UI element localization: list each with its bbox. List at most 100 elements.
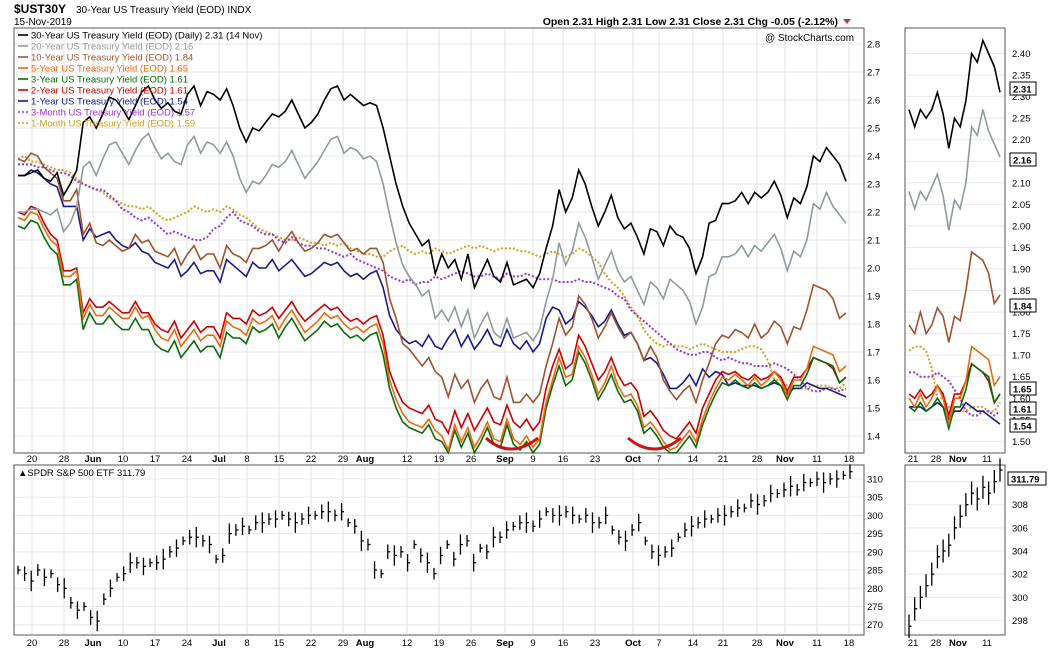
spy-price-bars: [17, 458, 1003, 638]
side-y-tick-label: 2.35: [1012, 71, 1031, 82]
x-tick-label: 14: [688, 638, 699, 649]
value-badge-label: 2.31: [1013, 85, 1032, 96]
legend-entry: 1-Year US Treasury Yield (EOD) 1.54: [31, 97, 188, 108]
value-badge-label: 1.65: [1013, 385, 1032, 396]
value-badge-label: 2.16: [1013, 156, 1032, 167]
y-tick-label: 2.7: [867, 68, 880, 79]
x-tick-label: 23: [590, 454, 601, 465]
spy-value-badge-label: 311.79: [1011, 475, 1040, 486]
x-tick-label: Jul: [212, 638, 226, 649]
x-tick-label: Oct: [625, 454, 642, 465]
side-spy-y-tick-label: 300: [1012, 593, 1028, 604]
spy-value-badge: [1007, 471, 1047, 486]
spy-y-tick-label: 305: [867, 493, 883, 504]
axis-ticks: 1.4 1.5 1.6 1.7 1.8 1.9 2.0 2.1 2.2 2.3 2.4 2.5 2.6 2…: [27, 40, 1031, 650]
side-spy-y-tick-label: 302: [1012, 570, 1028, 581]
value-badges: 2.31 2.16 1.84 1.65 1.61 1.54 311.79: [1007, 81, 1047, 486]
value-badge: [1009, 152, 1037, 167]
y-tick-label: 2.3: [867, 180, 880, 191]
x-tick-label: Jun: [85, 454, 102, 465]
value-badge-label: 1.84: [1013, 302, 1032, 313]
yield-series-line: [17, 211, 847, 453]
spy-y-tick-label: 270: [867, 620, 883, 631]
x-tick-label: 22: [306, 638, 317, 649]
x-tick-label: 26: [466, 638, 477, 649]
chart-date: 15-Nov-2019: [14, 17, 72, 28]
x-tick-label: 11: [812, 638, 822, 649]
ohlc-readout: Open 2.31 High 2.31 Low 2.31 Close 2.31 …: [543, 16, 838, 28]
y-tick-label: 2.0: [867, 264, 880, 275]
side-y-tick-label: 2.00: [1012, 221, 1031, 232]
legend-entry: 5-Year US Treasury Yield (EOD) 1.65: [31, 64, 188, 75]
side-yield-series-line: [908, 345, 1001, 413]
side-yield-series-line: [908, 38, 1001, 149]
value-badge: [1009, 298, 1037, 313]
x-tick-label: 28: [59, 638, 70, 649]
watermark: @ StockCharts.com: [765, 33, 854, 44]
change-down-arrow-icon: [843, 19, 851, 24]
yield-series-line: [17, 154, 847, 390]
x-tick-label: 21: [718, 638, 729, 649]
side-y-tick-label: 1.90: [1012, 265, 1031, 276]
side-x-tick-label: 11: [982, 638, 992, 649]
x-tick-label: 18: [844, 638, 855, 649]
yield-series-line: [18, 163, 847, 393]
x-tick-label: Aug: [356, 454, 375, 465]
x-tick-label: Sep: [496, 638, 514, 649]
x-tick-label: 29: [338, 454, 349, 465]
yield-series-line: [18, 132, 847, 343]
side-y-tick-label: 2.40: [1012, 49, 1031, 60]
value-badge-label: 1.54: [1013, 422, 1032, 433]
yield-series-line: [18, 84, 847, 291]
y-tick-label: 2.4: [867, 152, 880, 163]
x-tick-label: 18: [844, 454, 855, 465]
x-tick-label: 10: [118, 454, 129, 465]
y-tick-label: 1.8: [867, 320, 880, 331]
spy-legend: ▲SPDR S&P 500 ETF 311.79: [18, 468, 145, 479]
side-x-tick-label: 28: [931, 638, 942, 649]
spy-y-tick-label: 310: [867, 474, 883, 485]
legend-entry: 30-Year US Treasury Yield (EOD) (Daily) …: [31, 31, 262, 42]
side-x-tick-label: Nov: [949, 454, 968, 465]
x-tick-label: 23: [590, 638, 601, 649]
side-yield-series-line: [908, 250, 1001, 343]
x-tick-label: 24: [182, 638, 193, 649]
x-tick-label: Jul: [212, 454, 226, 465]
side-y-tick-label: 1.80: [1012, 308, 1031, 319]
spy-y-tick-label: 280: [867, 584, 883, 595]
side-y-tick-label: 2.30: [1012, 92, 1031, 103]
x-tick-label: 16: [558, 454, 569, 465]
yield-series-line: [18, 169, 847, 398]
legend-entry: 3-Year US Treasury Yield (EOD) 1.61: [31, 75, 188, 86]
y-tick-label: 2.5: [867, 124, 880, 135]
side-yield-series-line: [908, 362, 1001, 432]
value-badge-label: 1.61: [1013, 405, 1032, 416]
side-y-tick-label: 1.85: [1012, 286, 1031, 297]
spy-y-tick-label: 275: [867, 602, 883, 613]
value-badge: [1009, 401, 1037, 416]
x-tick-label: 7: [656, 638, 661, 649]
x-tick-label: 20: [27, 638, 38, 649]
symbol-description: 30-Year US Treasury Yield (EOD) INDX: [76, 5, 252, 16]
side-spy-y-tick-label: 304: [1012, 547, 1028, 558]
x-tick-label: 9: [530, 454, 535, 465]
side-yield-series-line: [908, 362, 1001, 419]
x-tick-label: 28: [752, 454, 763, 465]
side-x-tick-label: 21: [908, 454, 919, 465]
x-tick-label: Sep: [496, 454, 514, 465]
x-tick-label: 20: [27, 454, 38, 465]
side-y-tick-label: 1.65: [1012, 372, 1031, 383]
x-tick-label: 9: [530, 638, 535, 649]
y-tick-label: 1.6: [867, 376, 880, 387]
x-tick-label: 28: [59, 454, 70, 465]
side-y-tick-label: 2.20: [1012, 135, 1031, 146]
spy-y-tick-label: 295: [867, 529, 883, 540]
legend-entry: 2-Year US Treasury Yield (EOD) 1.61: [31, 86, 188, 97]
x-tick-label: 15: [274, 638, 285, 649]
x-tick-label: 15: [274, 454, 285, 465]
side-x-tick-label: 11: [982, 454, 992, 465]
annotation-arcs: [484, 436, 682, 451]
side-y-tick-label: 1.95: [1012, 243, 1031, 254]
x-tick-label: 8: [244, 454, 249, 465]
